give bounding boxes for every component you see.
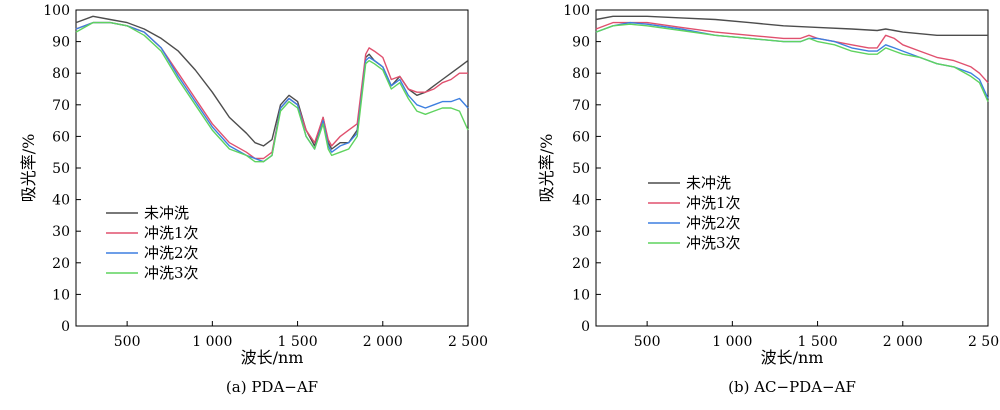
y-tick-label: 90 xyxy=(572,35,590,51)
x-tick-label: 2 500 xyxy=(448,334,488,350)
y-tick-label: 40 xyxy=(52,193,70,209)
y-tick-label: 70 xyxy=(572,98,590,114)
y-tick-label: 100 xyxy=(43,3,70,19)
series-line-1 xyxy=(75,15,469,150)
x-tick-label: 2 500 xyxy=(968,334,1000,350)
x-tick-label: 1 000 xyxy=(192,334,232,350)
y-axis-label: 吸光率/% xyxy=(537,134,556,203)
y-tick-label: 50 xyxy=(52,161,70,177)
y-tick-label: 30 xyxy=(52,224,70,240)
y-tick-label: 0 xyxy=(581,319,590,335)
legend-label-4: 冲洗3次 xyxy=(144,264,199,282)
panel-caption: (a) PDA−AF xyxy=(226,378,318,396)
x-tick-label: 1 500 xyxy=(798,334,838,350)
y-tick-label: 70 xyxy=(52,98,70,114)
y-tick-label: 80 xyxy=(572,66,590,82)
y-tick-label: 30 xyxy=(572,224,590,240)
legend-label-2: 冲洗1次 xyxy=(686,194,741,212)
legend-label-1: 未冲洗 xyxy=(144,204,189,222)
y-tick-label: 50 xyxy=(572,161,590,177)
series-line-3 xyxy=(75,21,469,163)
plot-frame xyxy=(595,9,989,327)
x-tick-label: 500 xyxy=(634,334,661,350)
legend-label-3: 冲洗2次 xyxy=(144,244,199,262)
legend-label-2: 冲洗1次 xyxy=(144,224,199,242)
y-tick-label: 0 xyxy=(61,319,70,335)
y-axis-label: 吸光率/% xyxy=(19,134,38,203)
legend-label-3: 冲洗2次 xyxy=(686,214,741,232)
series-line-4 xyxy=(595,23,989,102)
legend-label-1: 未冲洗 xyxy=(686,174,731,192)
series-line-4 xyxy=(75,21,469,163)
x-axis-label: 波长/nm xyxy=(241,348,304,367)
y-tick-label: 10 xyxy=(52,287,70,303)
x-tick-label: 2 000 xyxy=(363,334,403,350)
chart-panel-2: 0 10 20 30 40 50 60 70 80 90 100 500 1 000 1 500 2 000… xyxy=(537,3,1000,396)
y-tick-label: 20 xyxy=(572,256,590,272)
y-tick-label: 60 xyxy=(572,129,590,145)
x-tick-label: 2 000 xyxy=(883,334,923,350)
plot-frame xyxy=(75,9,469,327)
x-tick-label: 1 500 xyxy=(278,334,318,350)
y-tick-label: 90 xyxy=(52,35,70,51)
panel-caption: (b) AC−PDA−AF xyxy=(728,378,856,396)
series-line-1 xyxy=(595,15,988,36)
y-tick-label: 10 xyxy=(572,287,590,303)
x-tick-label: 500 xyxy=(114,334,141,350)
y-tick-label: 60 xyxy=(52,129,70,145)
y-tick-label: 80 xyxy=(52,66,70,82)
y-tick-label: 100 xyxy=(563,3,590,19)
series-line-2 xyxy=(75,21,468,160)
legend-label-4: 冲洗3次 xyxy=(686,234,741,252)
series-line-2 xyxy=(595,21,989,84)
x-axis-label: 波长/nm xyxy=(761,348,824,367)
chart-panel-1: 0 10 20 30 40 50 60 70 80 90 100 500 1 000 1 500 2 000… xyxy=(19,3,488,396)
y-tick-label: 20 xyxy=(52,256,70,272)
x-tick-label: 1 000 xyxy=(712,334,752,350)
y-tick-label: 40 xyxy=(572,193,590,209)
